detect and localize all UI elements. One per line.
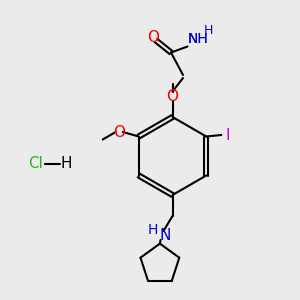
Text: N: N [159, 228, 171, 243]
Text: O: O [147, 30, 159, 45]
Text: Cl: Cl [28, 156, 44, 171]
Text: O: O [167, 88, 178, 104]
Text: NH: NH [188, 32, 208, 46]
Text: H: H [148, 223, 158, 237]
Text: I: I [225, 128, 230, 142]
Text: NH: NH [188, 32, 208, 46]
Text: H: H [60, 156, 72, 171]
Text: H: H [204, 23, 213, 37]
Text: O: O [113, 124, 125, 140]
